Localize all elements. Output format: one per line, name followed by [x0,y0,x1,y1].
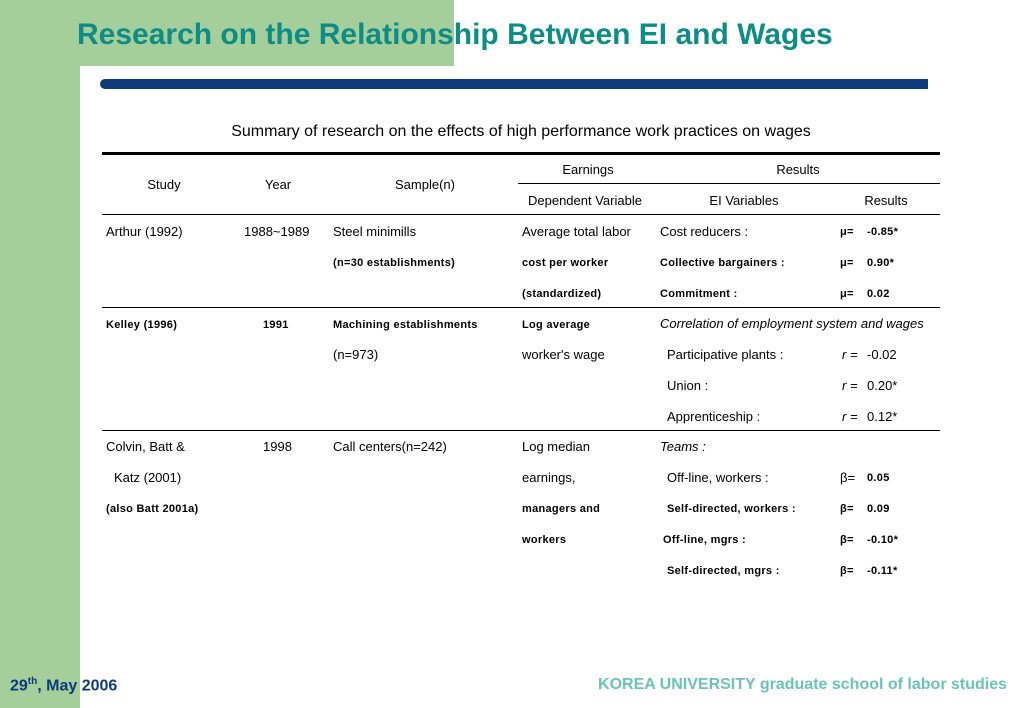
kelley-ei-heading: Correlation of employment system and wag… [660,316,924,331]
row-divider-1 [102,307,940,308]
colvin-dependent-1: Log median [522,439,590,454]
colvin-study-1: Colvin, Batt & [106,439,185,454]
colvin-sample: Call centers(n=242) [333,439,447,454]
colvin-dependent-4: workers [522,534,567,546]
kelley-result-1: -0.02 [867,347,897,362]
kelley-ei-1: Participative plants : [667,347,784,362]
title-underline-bar [100,79,928,89]
kelley-symbol-1: r = [842,347,858,362]
arthur-ei-1: Cost reducers : [660,224,749,239]
header-earnings: Earnings [562,162,614,177]
arthur-study: Arthur (1992) [106,224,183,239]
kelley-dependent-2: worker's wage [522,347,605,362]
colvin-result-2: 0.09 [867,503,890,515]
colvin-year: 1998 [263,439,292,454]
header-study: Study [147,177,181,192]
arthur-result-1: -0.85* [867,226,899,238]
header-bottom-rule [102,214,940,215]
kelley-sample: Machining establishments [333,319,478,331]
colvin-symbol-4: β= [840,565,854,577]
table-caption: Summary of research on the effects of hi… [231,123,811,140]
top-green-band [0,0,454,66]
colvin-study-3: (also Batt 2001a) [106,503,199,515]
colvin-result-3: -0.10* [867,534,899,546]
arthur-symbol-2: μ= [840,257,854,269]
arthur-sample-n: (n=30 establishments) [333,257,456,269]
arthur-dependent-3: (standardized) [522,288,602,300]
footer-date: 29th, May 2006 [10,676,117,695]
colvin-ei-heading: Teams : [660,439,706,454]
kelley-ei-3: Apprenticeship : [667,409,761,424]
arthur-dependent-2: cost per worker [522,257,609,269]
results-group-rule [518,183,940,184]
table-top-rule [102,152,940,155]
arthur-ei-2: Collective bargainers : [660,257,785,269]
arthur-sample: Steel minimills [333,224,417,239]
header-year: Year [264,177,292,192]
kelley-ei-2: Union : [667,378,709,393]
header-dependent-variable: Dependent Variable [528,193,642,208]
arthur-symbol-3: μ= [840,288,854,300]
kelley-dependent-1: Log average [522,319,591,331]
kelley-symbol-3: r = [842,409,858,424]
row-divider-2 [102,430,940,431]
colvin-result-1: 0.05 [867,472,890,484]
colvin-ei-2: Self-directed, workers : [667,503,796,515]
footer-date-day: 29 [10,677,28,695]
colvin-dependent-2: earnings, [522,470,576,485]
colvin-symbol-3: β= [840,534,854,546]
kelley-study: Kelley (1996) [106,319,178,331]
header-ei-variables: EI Variables [709,193,779,208]
colvin-ei-1: Off-line, workers : [667,470,769,485]
kelley-year: 1991 [263,319,289,331]
colvin-result-4: -0.11* [867,565,898,577]
arthur-result-2: 0.90* [867,257,895,269]
header-results-group: Results [776,162,820,177]
colvin-dependent-3: managers and [522,503,601,515]
arthur-year: 1988~1989 [244,224,310,239]
kelley-symbol-2: r = [842,378,858,393]
footer-organization: KOREA UNIVERSITY graduate school of labo… [598,676,1007,693]
kelley-sample-n: (n=973) [333,347,379,362]
colvin-symbol-1: β= [840,470,856,485]
header-results: Results [864,193,908,208]
kelley-result-2: 0.20* [867,378,898,393]
content-corner [80,66,140,126]
colvin-ei-3: Off-line, mgrs : [663,534,747,546]
kelley-result-3: 0.12* [867,409,898,424]
footer-date-suffix: th [27,676,38,687]
arthur-result-3: 0.02 [867,288,890,300]
header-sample: Sample(n) [395,177,455,192]
footer-date-rest: , May 2006 [37,677,118,695]
arthur-dependent-1: Average total labor [522,224,631,239]
arthur-ei-3: Commitment : [660,288,738,300]
colvin-symbol-2: β= [840,503,854,515]
slide-title: Research on the Relationship Between EI … [77,18,833,51]
arthur-symbol-1: μ= [840,226,854,238]
colvin-ei-4: Self-directed, mgrs : [667,565,780,577]
left-green-band [0,0,80,708]
colvin-study-2: Katz (2001) [114,470,182,485]
